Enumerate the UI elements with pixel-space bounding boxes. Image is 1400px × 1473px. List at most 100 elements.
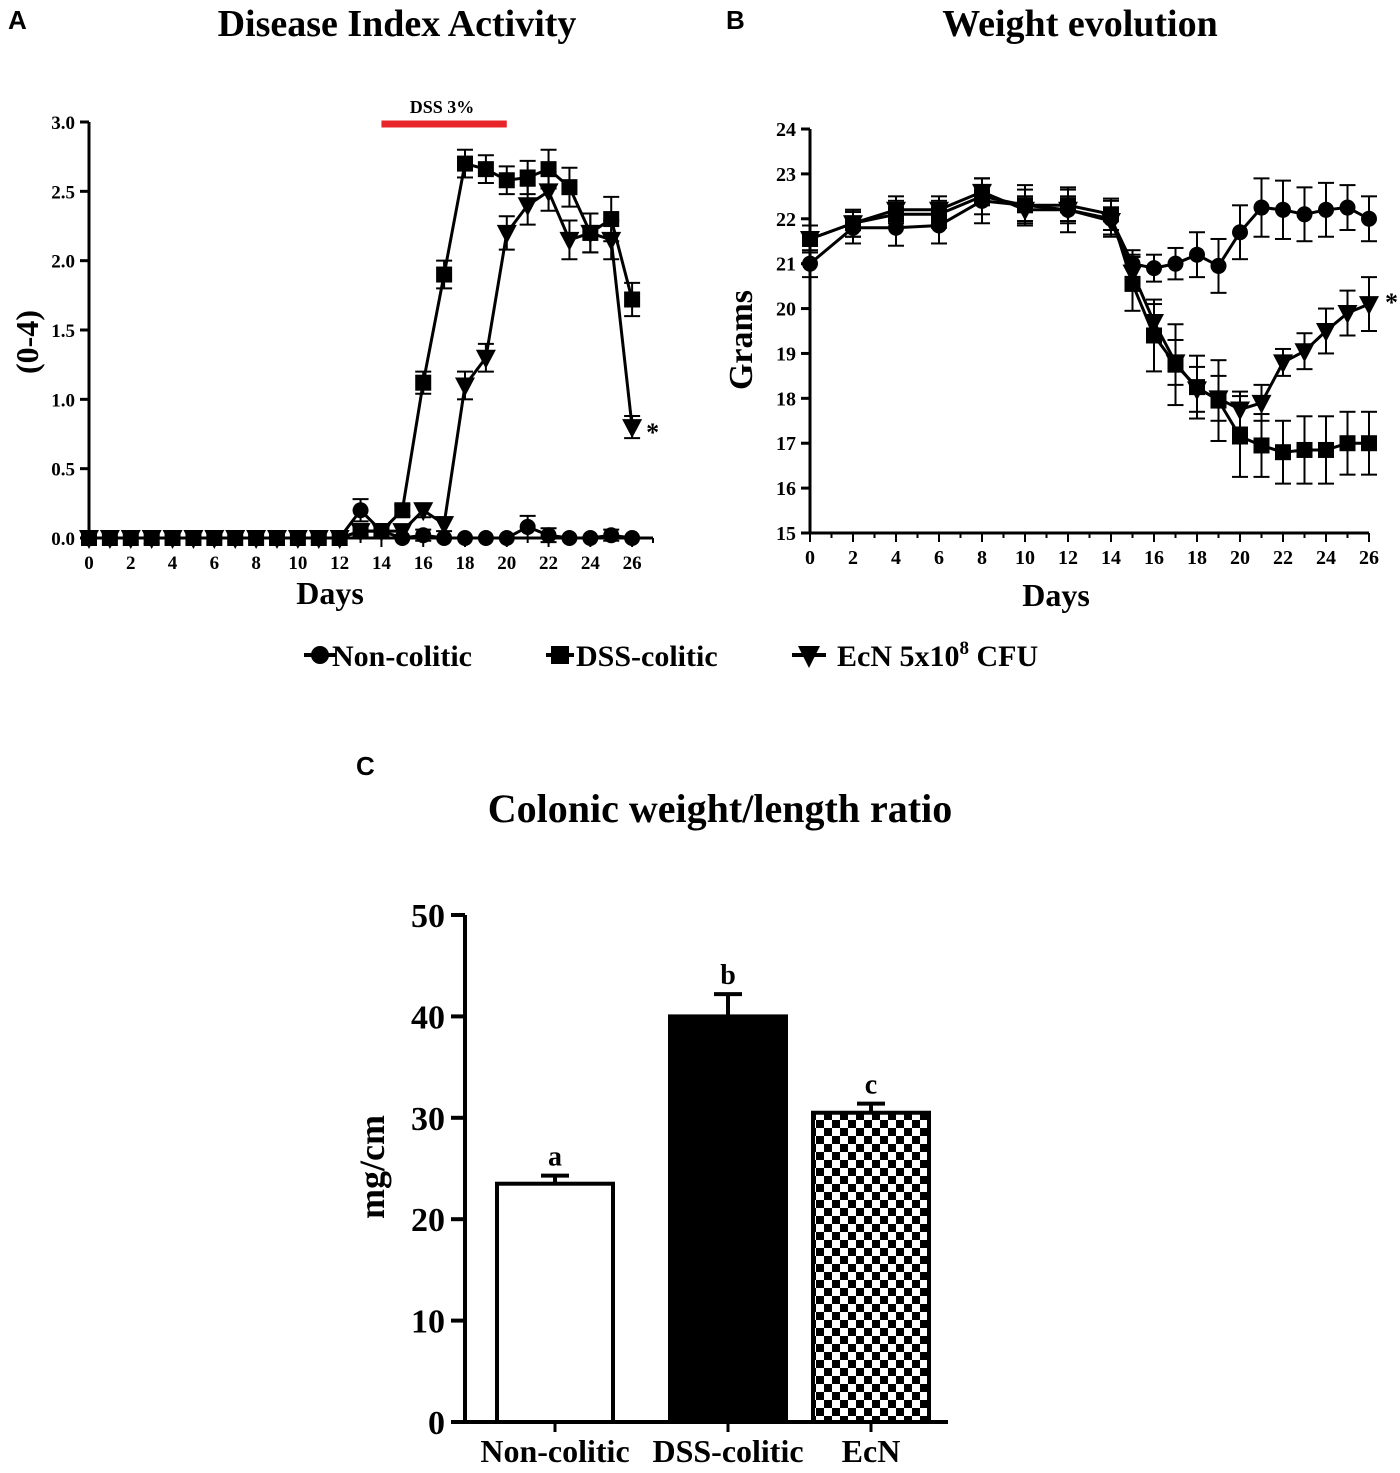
chart-a-series-ecn-5x10-8-cfu-point-marker-triangle-down <box>246 530 267 549</box>
chart-a-plot: 0.00.51.01.52.02.53.00 2 4 6 8 10 12 14 16 18 20 22… <box>51 113 659 574</box>
chart-a-series-dss-colitic-point-marker-square <box>415 374 432 391</box>
chart-a-y-tick-label: 3.0 <box>51 113 75 134</box>
chart-b-x-tick-label: 8 <box>977 547 987 569</box>
chart-b-series-non-colitic-point-marker-circle <box>1232 224 1248 241</box>
chart-b-series-non-colitic-point-marker-circle <box>1210 257 1227 274</box>
chart-a-series-ecn-5x10-8-cfu-point-marker-triangle-down <box>413 502 434 522</box>
chart-a-series-ecn-5x10-8-cfu-point-marker-triangle-down <box>183 530 204 549</box>
chart-a-series-ecn-5x10-8-cfu-point-marker-triangle-down <box>267 530 287 549</box>
chart-a-series-dss-colitic-line <box>89 161 634 540</box>
chart-b-series-ecn-5x10-8-cfu-point-marker-triangle-down <box>1144 314 1164 334</box>
chart-a-series-non-colitic-point-marker-circle <box>477 530 494 546</box>
chart-c-y-tick-label: 40 <box>411 999 445 1036</box>
chart-b-x-tick-label: 14 <box>1101 547 1121 569</box>
chart-c-bar-non-colitic-significance-letter: a <box>548 1142 562 1173</box>
chart-a-y-tick-label: 2.5 <box>51 182 75 203</box>
chart-a-series-ecn-5x10-8-cfu-line <box>89 189 634 540</box>
chart-a-series-non-colitic-point-marker-circle <box>561 530 578 546</box>
chart-b-series-non-colitic-point-marker-circle <box>1167 255 1184 272</box>
panel-label-c: C <box>356 751 375 781</box>
chart-b-series-ecn-5x10-8-cfu-point-marker-triangle-down <box>1165 354 1186 374</box>
chart-a-y-tick-label: 1.0 <box>51 390 75 411</box>
chart-a-series-dss-colitic-point-marker-square <box>436 266 453 283</box>
chart-b-series-non-colitic-point-marker-circle <box>1339 199 1356 216</box>
chart-b-series-ecn-5x10-8-cfu-point-marker-triangle-down <box>1337 305 1358 325</box>
legend-marker-square <box>551 646 569 664</box>
chart-b-series-dss-colitic-point-marker-square <box>1232 428 1248 445</box>
chart-a-series-dss-colitic-point-marker-square <box>519 169 536 186</box>
chart-b-y-tick-label: 23 <box>776 164 796 186</box>
chart-b-series-ecn-5x10-8-cfu-point-marker-triangle-down <box>886 201 906 221</box>
chart-b-series-dss-colitic-point-marker-square <box>1318 441 1334 458</box>
chart-b-title: Weight evolution <box>942 3 1218 45</box>
chart-a-series-ecn-5x10-8-cfu-point-marker-triangle-down <box>120 530 141 549</box>
chart-a-series-non-colitic-point-marker-circle <box>603 527 620 544</box>
chart-c-ylabel: mg/cm <box>352 1115 392 1219</box>
chart-b-y-tick-label: 17 <box>776 433 796 455</box>
chart-b-xlabel: Days <box>1022 577 1090 613</box>
chart-b-series-ecn-5x10-8-cfu-point-marker-triangle-down <box>972 183 992 203</box>
chart-a-series-ecn-5x10-8-cfu-point-marker-triangle-down <box>329 530 350 549</box>
legend-ecn-prefix: EcN 5x10 <box>837 640 960 673</box>
chart-a-x-tick-label: 24 <box>581 553 601 574</box>
chart-a-x-tick-label: 2 <box>126 553 136 574</box>
chart-b-series-non-colitic-point-marker-circle <box>1361 210 1377 227</box>
chart-a-series-dss-colitic-point-marker-square <box>624 291 641 308</box>
chart-a-series-ecn-5x10-8-cfu-point-marker-triangle-down <box>79 530 99 549</box>
chart-c-y-tick-label: 10 <box>411 1304 445 1341</box>
chart-a-series-ecn-5x10-8-cfu-point-marker-triangle-down <box>517 197 538 217</box>
chart-b-series-ecn-5x10-8-cfu-point-marker-triangle-down <box>1273 354 1293 374</box>
chart-a-series-dss-colitic-point-marker-square <box>603 211 620 228</box>
chart-b-series-ecn-5x10-8-cfu-point-marker-triangle-down <box>1294 343 1315 363</box>
chart-b-series-ecn-5x10-8-cfu-point-marker-triangle-down <box>1316 323 1336 342</box>
chart-a-series-ecn-5x10-8-cfu-point-marker-triangle-down <box>559 231 580 251</box>
chart-a-ylabel: (0-4) <box>9 310 45 374</box>
chart-a-x-tick-label: 18 <box>456 553 475 574</box>
chart-c-title: Colonic weight/length ratio <box>488 786 952 831</box>
chart-a-title: Disease Index Activity <box>218 3 577 45</box>
chart-b-y-tick-label: 22 <box>776 209 796 231</box>
chart-a-series-non-colitic-point-marker-circle <box>457 530 473 546</box>
chart-b-series-dss-colitic-point-marker-square <box>1296 441 1313 458</box>
chart-a-series-dss-colitic-point-marker-square <box>394 502 411 519</box>
chart-b-series-non-colitic-point-marker-circle <box>1189 246 1205 263</box>
panel-label-b: B <box>726 5 745 35</box>
chart-b-series-non-colitic-point-marker-circle <box>1275 201 1291 218</box>
chart-c-bar-ecn <box>811 1110 931 1424</box>
legend-ecn-suffix: CFU <box>969 640 1038 673</box>
legend: Non-colitic DSS-colitic EcN 5x108 CFU <box>304 638 1038 673</box>
chart-c-y-tick-label: 30 <box>411 1101 445 1138</box>
chart-a-series-ecn-5x10-8-cfu-point-marker-triangle-down <box>204 530 225 549</box>
chart-b-series-ecn-5x10-8-cfu-point-marker-triangle-down <box>1122 264 1143 284</box>
chart-c-x-tick-label: DSS-colitic <box>652 1433 803 1469</box>
chart-a-x-tick-label: 10 <box>288 553 307 574</box>
chart-b-series-ecn-5x10-8-cfu-point-marker-triangle-down <box>1208 390 1229 410</box>
chart-b-series-dss-colitic-point-marker-square <box>1275 444 1291 461</box>
chart-a-series-non-colitic-point-marker-circle <box>540 527 557 544</box>
chart-a-y-tick-label: 1.5 <box>51 321 75 342</box>
chart-a-series-ecn-5x10-8-cfu-point-marker-triangle-down <box>350 523 371 543</box>
chart-c-y-tick-label: 20 <box>411 1202 445 1239</box>
chart-c-bar-dss-colitic-significance-letter: b <box>720 960 736 991</box>
chart-a-series-ecn-5x10-8-cfu-point-marker-triangle-down <box>580 224 601 244</box>
chart-b-ylabel: Grams <box>723 290 760 390</box>
chart-b-y-tick-label: 15 <box>776 523 796 545</box>
chart-a-series-non-colitic-point-marker-circle <box>415 527 432 544</box>
legend-label-non-colitic: Non-colitic <box>332 640 472 673</box>
chart-c-x-tick-label: Non-colitic <box>480 1433 629 1469</box>
chart-a-series-dss-colitic-point-marker-square <box>498 172 515 189</box>
chart-a-series-dss-colitic-point-marker-square <box>477 161 494 178</box>
chart-a-series-ecn-5x10-8-cfu-point-marker-triangle-down <box>392 523 413 543</box>
legend-marker-triangle-down <box>798 646 820 668</box>
legend-label-dss-colitic: DSS-colitic <box>576 640 718 673</box>
chart-b-series-ecn-5x10-8-cfu-point-marker-triangle-down <box>929 201 949 221</box>
chart-a-series-non-colitic-point-marker-circle <box>352 502 369 519</box>
chart-a-significance-star: * <box>646 418 659 447</box>
chart-b-x-tick-label: 18 <box>1187 547 1207 569</box>
chart-c-y-tick-label: 50 <box>411 898 445 935</box>
chart-a-x-tick-label: 12 <box>330 553 349 574</box>
chart-b-series-ecn-5x10-8-cfu-point-marker-triangle-down <box>800 230 820 250</box>
chart-b-series-non-colitic-point-marker-circle <box>1253 199 1270 216</box>
chart-a-series-ecn-5x10-8-cfu-point-marker-triangle-down <box>455 377 475 397</box>
